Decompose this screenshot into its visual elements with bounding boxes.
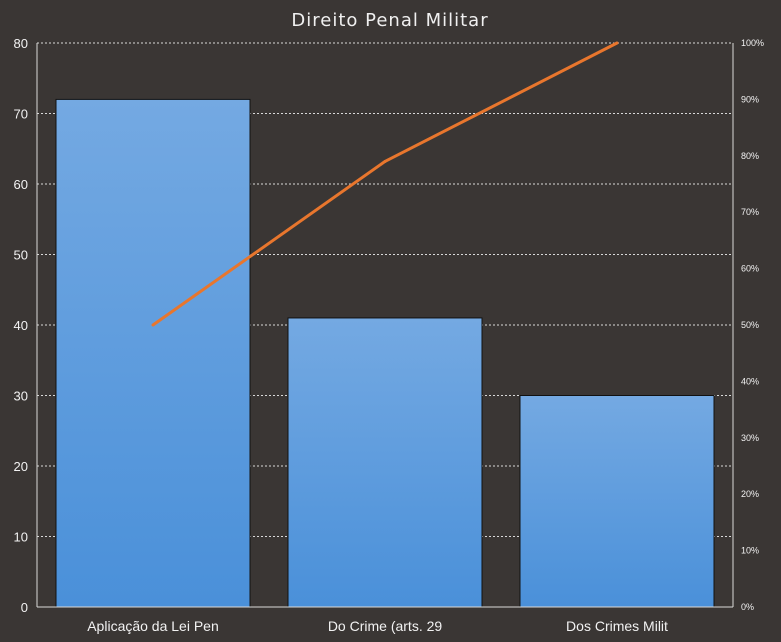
line-point <box>151 323 155 327</box>
x-category-label: Do Crime (arts. 29 <box>328 618 443 634</box>
bar <box>519 395 715 608</box>
y2-tick-label: 80% <box>741 151 759 161</box>
y2-tick-label: 10% <box>741 546 759 556</box>
y2-tick-label: 70% <box>741 207 759 217</box>
y2-tick-label: 60% <box>741 264 759 274</box>
y-tick-label: 60 <box>14 177 28 192</box>
line-point <box>615 41 619 45</box>
x-category-label: Aplicação da Lei Pen <box>87 618 219 634</box>
y2-tick-label: 20% <box>741 489 759 499</box>
y-tick-label: 70 <box>14 107 28 122</box>
y-tick-label: 50 <box>14 248 28 263</box>
bar <box>287 317 483 608</box>
chart-title: Direito Penal Militar <box>291 10 488 31</box>
line-point <box>383 159 387 163</box>
y2-tick-label: 30% <box>741 433 759 443</box>
y-tick-label: 20 <box>14 459 28 474</box>
y-tick-label: 40 <box>14 318 28 333</box>
x-category-label: Dos Crimes Milit <box>566 618 668 634</box>
bar <box>55 98 251 608</box>
y2-tick-label: 50% <box>741 320 759 330</box>
y-tick-label: 80 <box>14 36 28 51</box>
y-tick-label: 0 <box>21 600 28 615</box>
y2-tick-label: 100% <box>741 38 764 48</box>
y-tick-label: 30 <box>14 389 28 404</box>
y-tick-label: 10 <box>14 530 28 545</box>
y2-tick-label: 90% <box>741 94 759 104</box>
y2-tick-label: 0% <box>741 602 754 612</box>
y2-tick-label: 40% <box>741 376 759 386</box>
